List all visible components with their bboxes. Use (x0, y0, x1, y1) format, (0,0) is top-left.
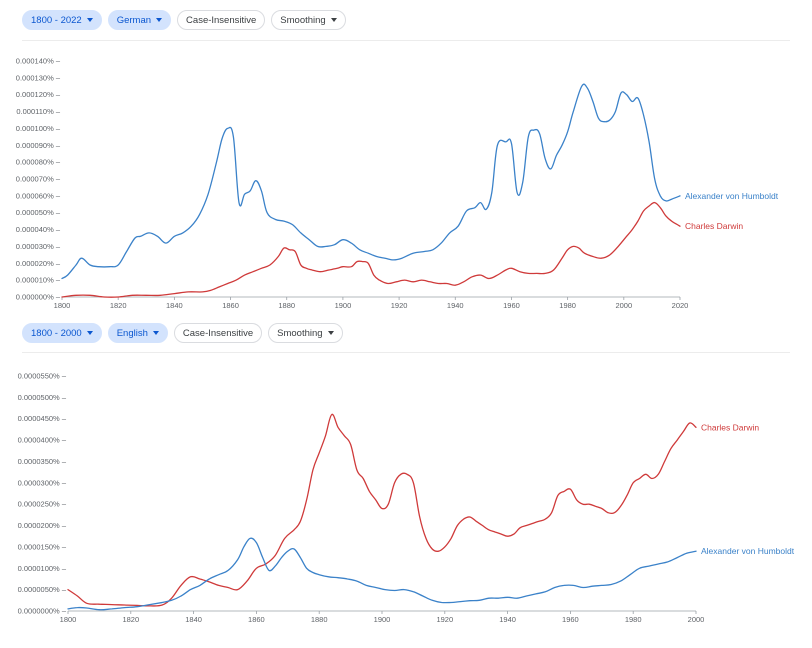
y-tick-label: 0.000070% – (16, 175, 61, 184)
series-label-charles-darwin: Charles Darwin (685, 221, 743, 231)
chevron-down-icon (156, 18, 163, 22)
bottom-corpus-dropdown[interactable]: English (107, 323, 168, 343)
bottom-case-insensitive-toggle[interactable]: Case-Insensitive (173, 323, 263, 343)
chevron-down-icon (327, 331, 334, 335)
x-tick-label: 1940 (447, 301, 464, 310)
y-tick-label: 0.000120% – (16, 90, 61, 99)
x-tick-label: 1840 (166, 301, 183, 310)
top-chart-toolbar: 1800 - 2022 German Case-Insensitive Smoo… (22, 10, 346, 30)
y-tick-label: 0.000110% – (16, 107, 60, 116)
y-tick-label: 0.000090% – (16, 141, 61, 150)
y-tick-label: 0.000010% – (16, 276, 61, 285)
x-tick-label: 1900 (335, 301, 352, 310)
y-tick-label: 0.000020% – (16, 259, 61, 268)
top-series-group: Alexander von Humboldt Charles Darwin (61, 83, 779, 298)
x-tick-label: 1960 (503, 301, 520, 310)
x-tick-label: 1800 (54, 301, 71, 310)
series-label-alexander-von-humboldt: Alexander von Humboldt (685, 191, 779, 201)
y-tick-label: 0.000060% – (16, 191, 61, 200)
series-line-alexander-von-humboldt[interactable] (61, 83, 681, 280)
x-tick-label: 1920 (391, 301, 408, 310)
bottom-range-dropdown[interactable]: 1800 - 2000 (22, 323, 102, 343)
chevron-down-icon (86, 331, 93, 335)
series-line-charles-darwin[interactable] (61, 201, 681, 298)
x-tick-label: 1860 (222, 301, 239, 310)
y-tick-label: 0.000050% – (16, 208, 61, 217)
x-tick-label: 1880 (278, 301, 295, 310)
x-tick-label: 1980 (559, 301, 576, 310)
y-tick-label: 0.000000% – (16, 293, 61, 302)
x-tick-label: 2020 (672, 301, 689, 310)
y-tick-label: 0.000130% – (16, 73, 61, 82)
y-tick-label: 0.000100% – (16, 124, 61, 133)
chevron-down-icon (330, 18, 337, 22)
top-divider (22, 40, 790, 41)
top-corpus-dropdown[interactable]: German (107, 10, 172, 30)
top-y-axis: 0.000000% – 0.000010% – 0.000020% – 0.00003… (16, 57, 61, 302)
top-corpus-label: German (116, 14, 152, 26)
y-tick-label: 0.000140% – (16, 57, 61, 66)
bottom-corpus-label: English (116, 327, 148, 339)
top-x-axis: 1800 1820 1840 1860 1880 1900 1920 1940 1960 1980… (54, 296, 689, 310)
top-range-dropdown[interactable]: 1800 - 2022 (22, 10, 102, 30)
bottom-chart-toolbar: 1800 - 2000 English Case-Insensitive Smo… (22, 323, 343, 343)
y-tick-label: 0.000030% – (16, 242, 61, 251)
top-smoothing-label: Smoothing (280, 14, 326, 26)
chevron-down-icon (86, 18, 93, 22)
bottom-divider (22, 352, 790, 353)
bottom-case-label: Case-Insensitive (182, 327, 254, 339)
x-tick-label: 2000 (615, 301, 632, 310)
y-tick-label: 0.000040% – (16, 225, 61, 234)
top-smoothing-dropdown[interactable]: Smoothing (271, 10, 346, 30)
bottom-smoothing-label: Smoothing (277, 327, 323, 339)
top-case-label: Case-Insensitive (186, 14, 257, 26)
top-range-label: 1800 - 2022 (31, 14, 82, 26)
bottom-range-label: 1800 - 2000 (31, 327, 82, 339)
x-tick-label: 1820 (110, 301, 127, 310)
bottom-smoothing-dropdown[interactable]: Smoothing (268, 323, 343, 343)
y-tick-label: 0.000080% – (16, 158, 61, 167)
top-case-insensitive-toggle[interactable]: Case-Insensitive (177, 10, 266, 30)
chevron-down-icon (152, 331, 159, 335)
